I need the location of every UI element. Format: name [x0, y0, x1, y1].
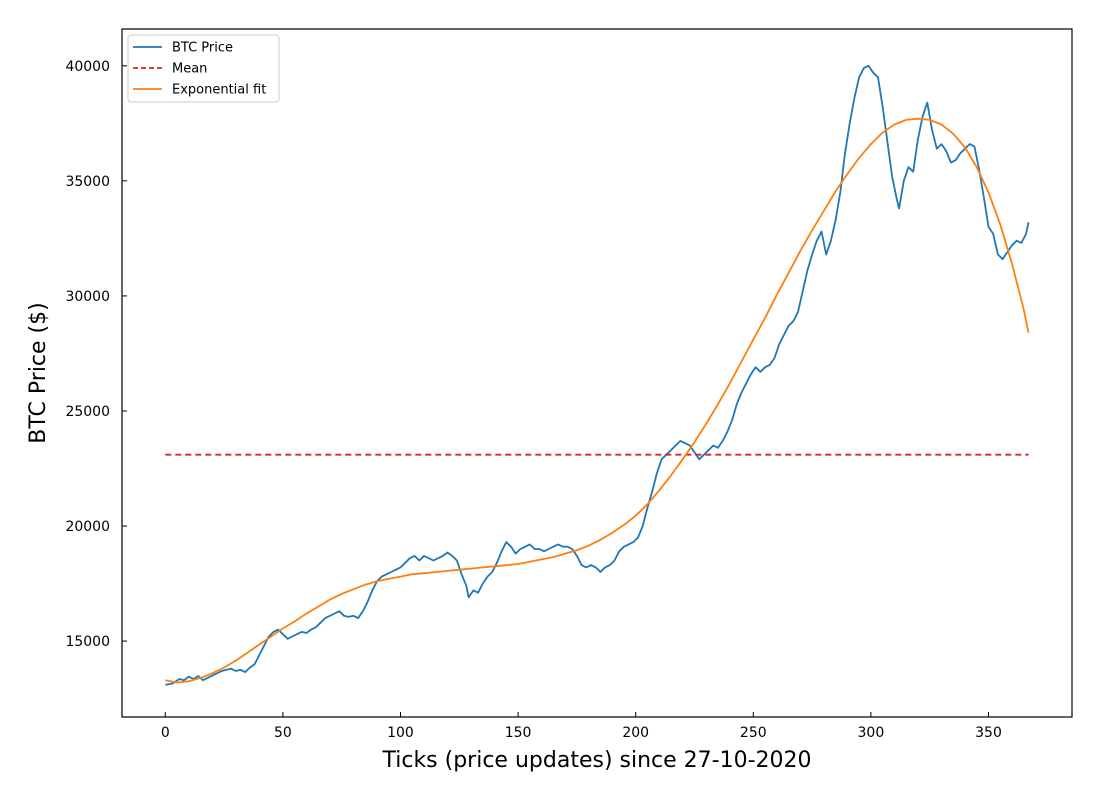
- x-tick-label: 0: [161, 725, 170, 741]
- y-axis-label: BTC Price ($): [26, 302, 51, 443]
- legend-box: [127, 34, 280, 103]
- y-axis-ticks: 15000 20000 25000 30000 35000 40000: [65, 59, 127, 650]
- legend-item-fit: Exponential fit: [133, 83, 266, 98]
- legend: BTC Price Mean Exponential fit: [127, 34, 280, 103]
- exponential-fit-line: [165, 117, 1030, 684]
- y-tick-label: 15000: [65, 634, 110, 650]
- plot-frame: [121, 28, 1073, 718]
- x-tick-label: 150: [505, 725, 532, 741]
- x-tick-label: 300: [858, 725, 885, 741]
- y-tick-label: 35000: [65, 174, 110, 190]
- legend-item-mean: Mean: [133, 62, 207, 77]
- x-tick-label: 50: [274, 725, 292, 741]
- x-axis-label: Ticks (price updates) since 27-10-2020: [381, 748, 811, 773]
- x-tick-label: 100: [387, 725, 414, 741]
- plot-lines: [165, 64, 1030, 686]
- y-tick-label: 20000: [65, 519, 110, 535]
- legend-item-btc: BTC Price: [133, 41, 233, 56]
- x-tick-label: 250: [740, 725, 767, 741]
- legend-label-fit: Exponential fit: [172, 83, 266, 98]
- x-tick-label: 200: [622, 725, 649, 741]
- x-axis-ticks: 0 50 100 150 200 250 300 350: [161, 712, 1002, 741]
- y-tick-label: 40000: [65, 59, 110, 75]
- x-tick-label: 350: [975, 725, 1002, 741]
- legend-label-mean: Mean: [172, 62, 207, 77]
- btc-price-line: [165, 64, 1030, 686]
- legend-label-btc: BTC Price: [172, 41, 233, 56]
- y-tick-label: 25000: [65, 404, 110, 420]
- y-tick-label: 30000: [65, 289, 110, 305]
